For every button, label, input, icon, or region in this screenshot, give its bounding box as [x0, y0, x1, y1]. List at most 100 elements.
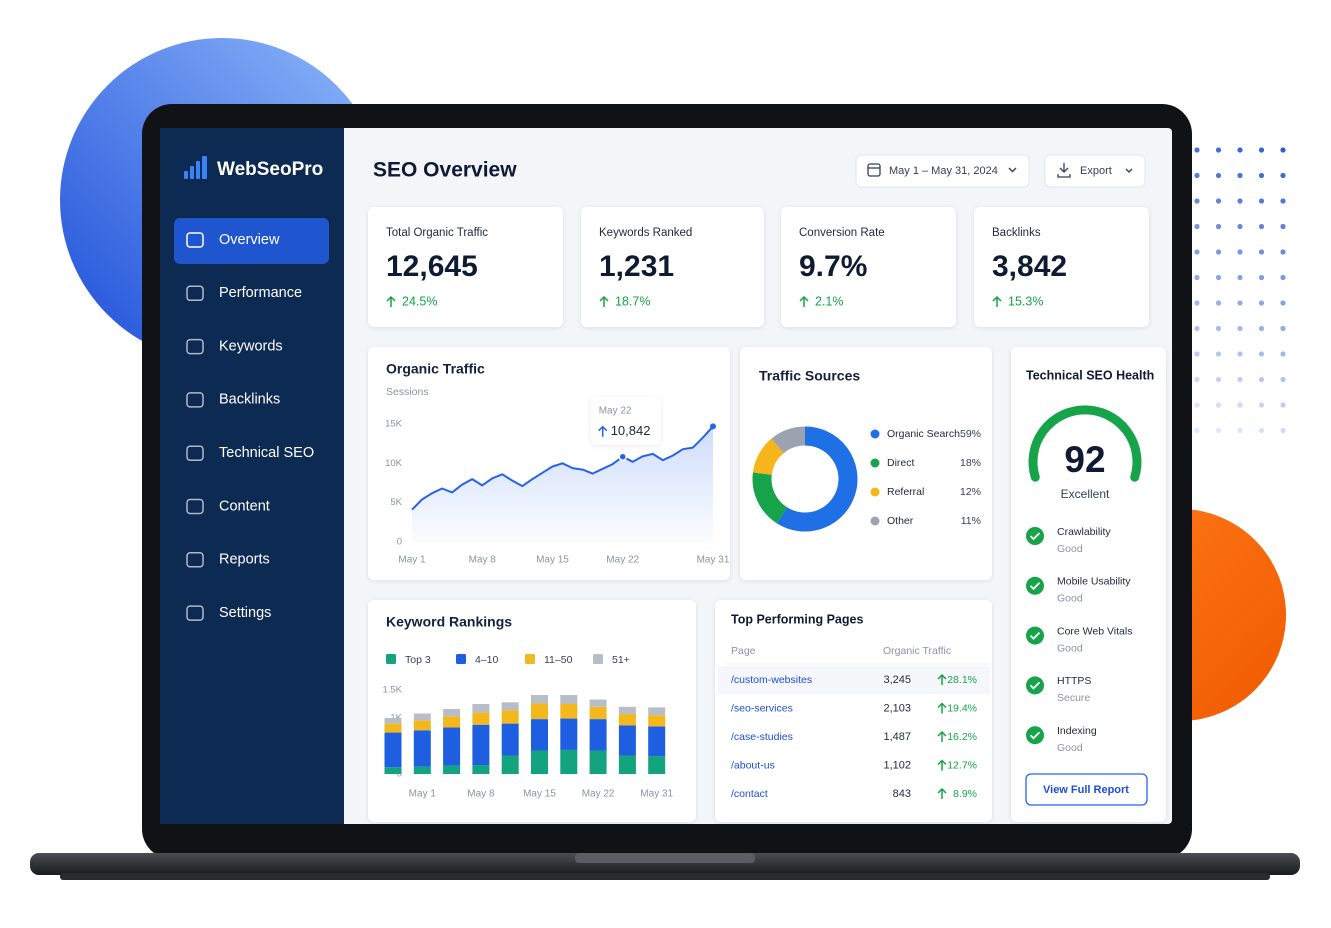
page-link[interactable]: /about-us: [731, 759, 775, 771]
dot: [1194, 198, 1200, 204]
page-link[interactable]: /contact: [731, 788, 768, 800]
nav-active-bg[interactable]: [174, 218, 329, 264]
nav-item[interactable]: Technical SEO: [219, 445, 314, 461]
dot: [1280, 147, 1286, 153]
legend-swatch: [593, 654, 603, 664]
bar-segment: [531, 750, 548, 774]
dot: [1280, 300, 1286, 306]
page-change: 28.1%: [947, 674, 977, 686]
line-chart: 0 5K 10K 15K May 1 May 8 May 15 May 22 May 31 May…: [385, 396, 730, 566]
bar-segment: [560, 704, 578, 719]
y-tick-label: 0: [397, 537, 402, 548]
dot: [1215, 172, 1222, 179]
page-traffic: 1,487: [883, 731, 911, 743]
check-mark: [1029, 631, 1041, 640]
dot: [1280, 427, 1286, 434]
check-name: HTTPS: [1057, 675, 1091, 687]
up-arrow: [937, 759, 947, 771]
legend-label: 51+: [612, 654, 630, 666]
dot: [1280, 402, 1286, 408]
page-link[interactable]: /custom-websites: [731, 674, 812, 686]
kpi-card: [781, 207, 956, 327]
dot: [1194, 427, 1200, 434]
bar-segment: [589, 719, 607, 751]
legend-swatch: [456, 654, 466, 664]
x-tick-label: May 1: [398, 555, 426, 566]
legend-label: 11–50: [544, 654, 573, 666]
dot: [1237, 376, 1243, 383]
check-status: Good: [1057, 543, 1083, 555]
bar-segment: [648, 726, 666, 757]
dot: [1237, 402, 1243, 408]
kpi-row: Total Organic Traffic 12,645 24.5% Keywords…: [368, 207, 1149, 327]
kpi-change: 15.3%: [1008, 294, 1043, 308]
bar-segment: [589, 699, 607, 707]
column-header: Page: [731, 645, 756, 657]
legend-label: Top 3: [405, 654, 431, 666]
x-tick-label: May 8: [467, 789, 495, 800]
page-traffic: 843: [893, 788, 911, 800]
bar-segment: [384, 718, 402, 724]
icon-shape: [186, 445, 204, 461]
dot: [1237, 147, 1243, 153]
page-traffic: 3,245: [883, 674, 911, 686]
kpi-change: 2.1%: [815, 294, 844, 308]
page-change: 19.4%: [947, 702, 977, 714]
legend-label: 4–10: [475, 654, 499, 666]
nav-item[interactable]: Overview: [219, 232, 280, 248]
kpi-change: 18.7%: [615, 294, 650, 308]
dot: [1237, 300, 1243, 306]
report-button-label[interactable]: View Full Report: [1043, 784, 1129, 796]
gauge-arc: [1028, 405, 1142, 482]
up-arrow: [598, 425, 608, 437]
export-label[interactable]: Export: [1080, 165, 1112, 177]
date-picker[interactable]: [855, 154, 1030, 188]
dot: [1215, 223, 1222, 230]
dot: [1215, 274, 1222, 281]
export-button[interactable]: [1044, 154, 1146, 188]
dot: [1280, 274, 1286, 281]
legend-swatch: [870, 458, 880, 468]
bar-segment: [589, 706, 607, 720]
dot: [1237, 172, 1243, 179]
nav-icon: [186, 232, 204, 248]
dot: [1258, 325, 1265, 332]
page-traffic: 2,103: [883, 702, 911, 714]
donut-slice: [776, 426, 858, 532]
bar-segment: [443, 716, 461, 728]
nav-item[interactable]: Backlinks: [219, 392, 280, 408]
health-rating: Excellent: [1061, 487, 1110, 501]
bar-segment: [618, 755, 636, 774]
report-button[interactable]: [1025, 773, 1148, 806]
nav-item[interactable]: Settings: [219, 605, 271, 621]
bar-segment: [472, 724, 490, 766]
bar-segment: [413, 766, 431, 774]
kpi-value: 1,231: [599, 250, 674, 283]
dot: [1215, 300, 1222, 306]
tooltip: [590, 396, 661, 445]
legend-swatch: [870, 429, 880, 439]
page-link[interactable]: /seo-services: [731, 702, 793, 714]
nav-item[interactable]: Keywords: [219, 338, 283, 354]
kpi-value: 3,842: [992, 250, 1067, 283]
nav-item[interactable]: Performance: [219, 285, 302, 301]
up-arrow: [386, 295, 396, 307]
nav: Overview Performance Keywords Backlinks Tech…: [186, 232, 314, 621]
column-header: Organic Traffic: [883, 645, 951, 657]
nav-item[interactable]: Content: [219, 498, 270, 514]
dot: [1215, 351, 1222, 357]
bar-segment: [618, 706, 636, 715]
dot-pattern: [1194, 147, 1286, 434]
bar-segment: [560, 695, 578, 704]
nav-item[interactable]: Reports: [219, 552, 270, 568]
bar-segment: [560, 749, 578, 774]
bar-segment: [648, 715, 666, 727]
bar-segment: [560, 718, 578, 750]
up-arrow: [799, 295, 809, 307]
dot: [1258, 351, 1265, 357]
page-link[interactable]: /case-studies: [731, 731, 793, 743]
donut-slice: [752, 438, 785, 476]
page-change: 8.9%: [953, 788, 977, 800]
card-title: Keyword Rankings: [386, 614, 512, 630]
